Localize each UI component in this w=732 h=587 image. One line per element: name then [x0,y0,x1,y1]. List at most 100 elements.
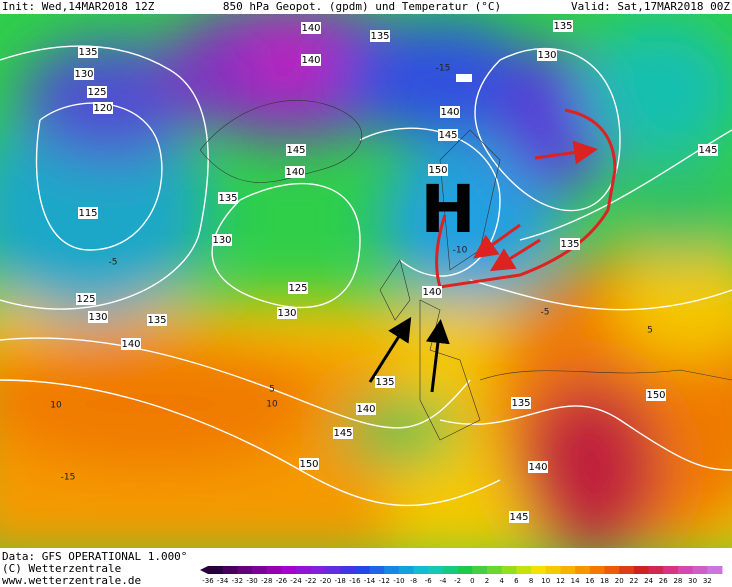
colorbar-cell [545,566,561,574]
contour-label: 135 [375,377,394,388]
colorbar-tick-label: -12 [379,577,390,585]
contour-label: 145 [509,512,528,523]
temperature-label: 10 [266,400,278,410]
colorbar-cell [516,566,532,574]
colorbar-cell [222,566,238,574]
colorbar-cell [398,566,415,574]
contour-label-bg [78,46,98,58]
contour-label: 140 [422,287,441,298]
contour-label: 140 [301,23,320,34]
colorbar-end [200,566,208,574]
temperature-label: -15 [436,64,451,74]
header-bar [0,0,732,14]
contour-label: 150 [299,459,318,470]
colorbar-cell [208,566,224,574]
colorbar-cell [619,566,635,574]
contour-label: 140 [440,107,459,118]
colorbar-tick-label: -26 [276,577,288,585]
map-title: 850 hPa Geopot. (gpdm) und Temperatur (°… [223,0,501,13]
contour-label: 130 [212,235,231,246]
colorbar-cell [281,566,297,574]
contour-label-bg [93,102,113,114]
colorbar-tick-label: 6 [514,577,519,585]
colorbar-tick-label: -14 [364,577,376,585]
colorbar-tick-label: -30 [246,577,257,585]
contour-label-bg [218,192,238,204]
colorbar-cell [369,566,385,574]
contour-label-bg [299,458,319,470]
red-arrow [473,223,521,259]
colorbar-tick-label: 20 [615,577,624,585]
colorbar-cell [707,566,723,574]
contour-label: 140 [356,404,375,415]
colorbar-tick-label: 26 [659,577,668,585]
colorbar-tick-label: -2 [454,577,461,585]
colorbar-tick-label: 30 [688,577,697,585]
colorbar-cell [442,566,459,574]
colorbar-tick-label: 24 [644,577,653,585]
contour-label-bg [440,106,460,118]
colorbar-tick-label: 4 [499,577,504,585]
contour-label: 135 [218,193,237,204]
black-arrow [368,316,412,383]
colorbar-tick-label: -4 [439,577,447,585]
contour-label-bg [428,164,448,176]
contour-label-bg [277,307,297,319]
colorbar-cell [560,566,576,574]
contour-label: 125 [288,283,307,294]
colorbar-cell [354,566,371,574]
contour-label-bg [646,389,666,401]
contour-label: 140 [285,167,304,178]
contour-label: 135 [511,398,530,409]
contour-label: 140 [301,55,320,66]
contour-label-bg [212,234,232,246]
colorbar-cell [487,566,503,574]
contour-label: 120 [93,103,112,114]
contour-label: 150 [646,390,665,401]
colorbar-cell [340,566,356,574]
contour-label-bg [88,311,108,323]
contour-label: 135 [78,47,97,58]
colorbar-cell [648,566,664,574]
contour-label: 145 [698,145,717,156]
contour-label: 145 [286,145,305,156]
temperature-label: 5 [647,326,653,336]
colorbar-cell [472,566,488,574]
colorbar-cell [413,566,429,574]
contour-label: 145 [438,130,457,141]
contour-label-bg [438,129,458,141]
contour-label-bg [333,427,353,439]
colorbar-cell [692,566,708,574]
contour-label: 130 [277,308,296,319]
colorbar-tick-label: -20 [320,577,331,585]
contour-label-bg [285,166,305,178]
red-arrow [534,140,598,165]
temperature-label: -10 [453,246,468,256]
contour-label-bg [301,54,321,66]
contour-label-bg [560,238,580,250]
colorbar-tick-label: -24 [290,577,302,585]
high-pressure-label: H [420,171,475,248]
colorbar-cell [604,566,620,574]
black-arrow [425,319,450,393]
colorbar-cell [296,566,312,574]
colorbar-tick-label: -32 [232,577,243,585]
colorbar-tick-label: 10 [541,577,550,585]
colorbar-cell [310,566,326,574]
colorbar-tick-label: 8 [529,577,533,585]
colorbar-tick-label: 14 [571,577,580,585]
temperature-label: -5 [109,258,118,268]
colorbar-cell [252,566,268,574]
colorbar-tick-label: -28 [261,577,272,585]
colorbar-tick-label: 28 [673,577,682,585]
colorbar: -36 -34 -32 -30 -28 -26 -24 -22 -20 -18 -16 -14 -12-… [200,566,723,585]
contour-label-bg [528,461,548,473]
data-source: Data: GFS OPERATIONAL 1.000° [2,550,187,563]
colorbar-tick-label: -22 [305,577,316,585]
colorbar-tick-label: 0 [470,577,474,585]
contour-label: 130 [537,50,556,61]
colorbar-tick-label: -8 [410,577,417,585]
contour-label-bg [78,207,98,219]
contour-label-bg [288,282,308,294]
